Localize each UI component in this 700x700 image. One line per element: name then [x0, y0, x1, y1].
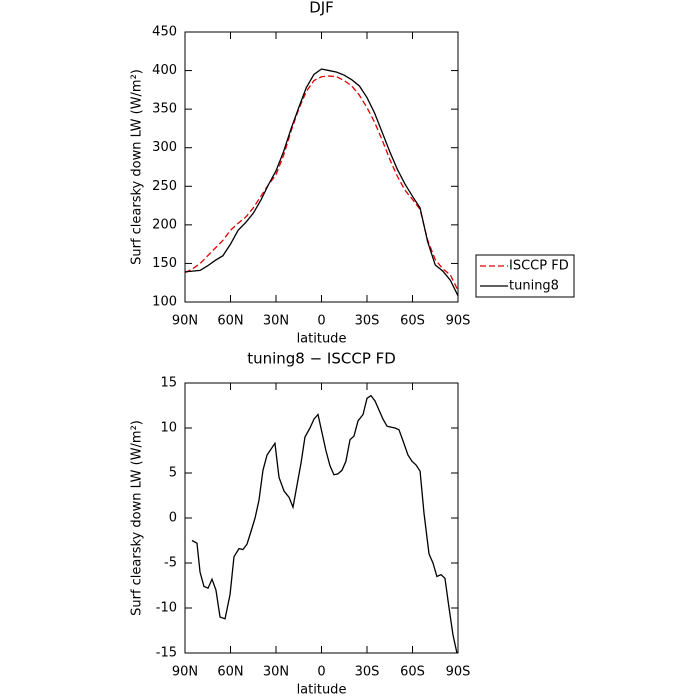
x-tick-label: 30S [355, 314, 380, 329]
x-tick-label: 60N [217, 665, 243, 680]
y-tick-label: 350 [152, 102, 177, 117]
y-tick-label: 10 [160, 421, 177, 436]
legend-box [475, 254, 575, 298]
x-tick-label: 90N [172, 314, 198, 329]
y-tick-label: 15 [160, 376, 177, 391]
y-tick-label: 200 [152, 217, 177, 232]
x-tick-label: 30N [263, 665, 289, 680]
y-tick-label: 400 [152, 63, 177, 78]
y-tick-label: 250 [152, 179, 177, 194]
legend-label: tuning8 [509, 279, 559, 294]
data-line [184, 75, 459, 291]
x-tick-label: 30S [355, 665, 380, 680]
chart-title: tuning8 − ISCCP FD [247, 350, 396, 368]
x-tick-label: 60S [400, 665, 425, 680]
legend-label: ISCCP FD [509, 259, 569, 274]
y-tick-label: 0 [169, 511, 177, 526]
y-tick-label: 450 [152, 25, 177, 40]
y-tick-label: 150 [152, 256, 177, 271]
y-tick-label: -15 [156, 646, 177, 661]
x-axis-label: latitude [297, 683, 347, 698]
x-axis-label: latitude [297, 332, 347, 347]
plot-frame [184, 31, 459, 303]
y-axis-label: Surf clearsky down LW (W/m²) [130, 69, 145, 265]
x-tick-label: 0 [317, 314, 325, 329]
y-tick-label: 300 [152, 140, 177, 155]
x-tick-label: 60N [217, 314, 243, 329]
y-axis-label: Surf clearsky down LW (W/m²) [130, 420, 145, 616]
chart-title: DJF [309, 0, 334, 17]
x-tick-label: 90S [446, 665, 471, 680]
x-tick-label: 60S [400, 314, 425, 329]
y-tick-label: 100 [152, 295, 177, 310]
y-tick-label: 5 [169, 466, 177, 481]
x-tick-label: 90S [446, 314, 471, 329]
data-line [191, 394, 458, 654]
x-tick-label: 30N [263, 314, 289, 329]
data-line [184, 68, 459, 297]
y-tick-label: -10 [156, 601, 177, 616]
x-tick-label: 0 [317, 665, 325, 680]
x-tick-label: 90N [172, 665, 198, 680]
y-tick-label: -5 [164, 556, 177, 571]
